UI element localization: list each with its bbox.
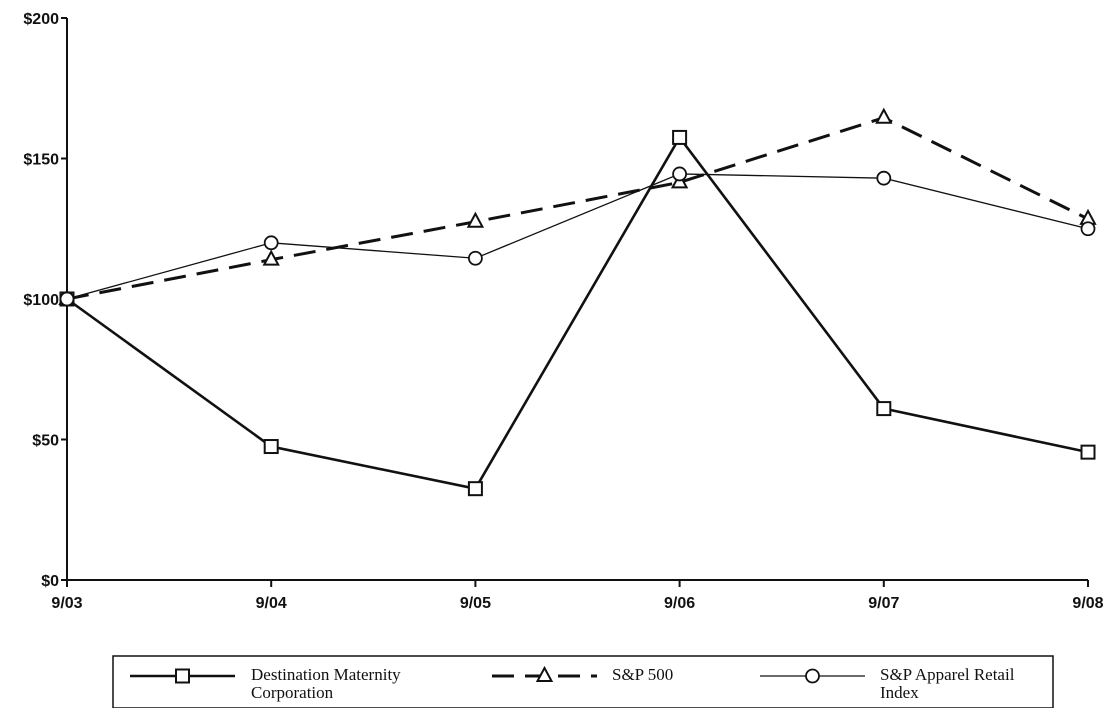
legend-label-destination-maternity-corporation: Destination Maternity [251, 665, 401, 684]
x-tick-label: 9/04 [256, 595, 287, 612]
data-point-sandp-apparel-retail-index [467, 250, 483, 266]
data-point-sandp-apparel-retail-index [876, 170, 892, 186]
y-tick-label: $100 [23, 292, 59, 309]
legend-label-sandp-500: S&P 500 [612, 665, 673, 684]
data-point-sandp-apparel-retail-index [263, 235, 279, 251]
x-tick-label: 9/05 [460, 595, 491, 612]
data-point-sandp-apparel-retail-index [1080, 221, 1096, 237]
legend-label-destination-maternity-corporation: Corporation [251, 683, 334, 702]
y-tick-label: $200 [23, 11, 59, 28]
data-point-destination-maternity-corporation [672, 129, 688, 145]
series-sandp-500 [58, 107, 1097, 305]
x-tick-label: 9/03 [51, 595, 82, 612]
x-tick-label: 9/06 [664, 595, 695, 612]
series-layer [58, 107, 1097, 497]
axes: $0 $50 $100 $150 $200 9/03 9/04 9/05 9/06 9/07 9/0… [23, 11, 1103, 612]
data-point-destination-maternity-corporation [1080, 444, 1096, 460]
legend-marker-sandp-apparel-retail-index [805, 668, 820, 684]
data-point-destination-maternity-corporation [876, 401, 892, 417]
series-line-sandp-500 [66, 116, 1089, 301]
legend-label-sandp-apparel-retail-index: Index [880, 683, 919, 702]
data-point-sandp-apparel-retail-index [672, 166, 687, 182]
series-sandp-apparel-retail-index [59, 166, 1096, 307]
data-point-sandp-500 [466, 211, 485, 228]
data-point-sandp-apparel-retail-index [59, 291, 75, 307]
x-tick-label: 9/08 [1072, 595, 1103, 612]
data-point-sandp-500 [875, 107, 893, 124]
data-point-destination-maternity-corporation [263, 439, 279, 455]
x-tick-label: 9/07 [868, 595, 899, 612]
series-line-sandp-apparel-retail-index [66, 173, 1089, 300]
y-tick-label: $0 [41, 573, 59, 590]
legend-entry-sandp-500: S&P 500 [492, 665, 673, 684]
y-tick-label: $150 [23, 152, 59, 169]
legend-label-sandp-apparel-retail-index: S&P Apparel Retail [880, 665, 1015, 684]
data-point-sandp-500 [262, 249, 280, 266]
legend-marker-destination-maternity-corporation [175, 668, 190, 684]
legend-marker-sandp-500 [535, 665, 554, 682]
y-tick-label: $50 [32, 433, 59, 450]
data-point-destination-maternity-corporation [467, 481, 483, 497]
series-line-destination-maternity-corporation [66, 135, 1089, 491]
legend-box [112, 655, 1054, 708]
series-destination-maternity-corporation [59, 129, 1096, 497]
